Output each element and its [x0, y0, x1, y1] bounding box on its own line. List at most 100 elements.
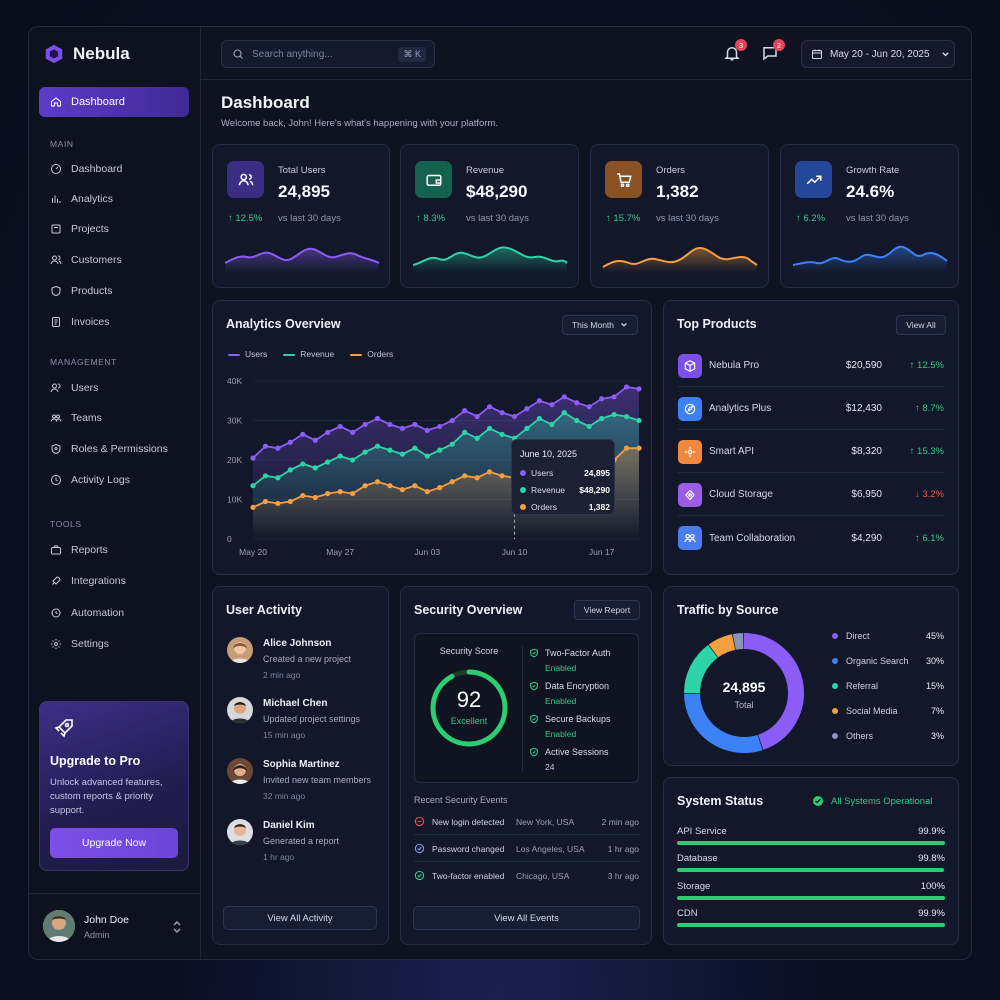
data-point-users: [362, 421, 368, 428]
chart-tooltip: June 10, 2025 Users 24,895 Revenue $48,290…: [511, 439, 615, 515]
sidebar-item-label: Roles & Permissions: [71, 443, 168, 455]
product-change: ↑ 6.1%: [914, 532, 944, 544]
sidebar-item-invoices[interactable]: Invoices: [50, 316, 110, 328]
view-all-activity-button[interactable]: View All Activity: [223, 906, 377, 930]
service-status-row: Database 99.8%: [677, 853, 945, 872]
security-check: Data Encryption Enabled: [529, 681, 609, 706]
sidebar-item-reports[interactable]: Reports: [50, 544, 108, 556]
donut-slice-referral: [684, 644, 718, 694]
view-all-products-button[interactable]: View All: [896, 315, 946, 335]
data-point-revenue: [287, 467, 293, 473]
data-point-orders: [412, 483, 418, 489]
sidebar-item-products[interactable]: Products: [50, 285, 112, 297]
traffic-donut-chart: [684, 633, 804, 753]
chevron-up-down-icon[interactable]: [172, 920, 182, 934]
home-icon: [51, 97, 61, 107]
sidebar-item-automation[interactable]: Automation: [50, 607, 124, 619]
sidebar-item-dashboard[interactable]: Dashboard: [50, 163, 122, 175]
check-shield-icon: [530, 714, 538, 724]
activity-time: 1 hr ago: [263, 852, 295, 862]
data-point-users: [586, 404, 592, 410]
activity-item[interactable]: Sophia Martinez Invited new team members…: [213, 756, 388, 806]
y-tick-label: 30K: [227, 416, 242, 426]
notifications-button[interactable]: 3: [720, 39, 747, 65]
data-point-orders: [486, 469, 493, 475]
donut-slice-social-media: [708, 634, 736, 658]
upgrade-now-button[interactable]: Upgrade Now: [50, 828, 178, 858]
sidebar-item-roles-permissions[interactable]: Roles & Permissions: [50, 443, 168, 455]
data-point-orders: [337, 489, 343, 495]
sidebar-item-users[interactable]: Users: [50, 382, 98, 394]
sidebar-item-analytics[interactable]: Analytics: [50, 193, 113, 205]
data-point-revenue: [424, 453, 430, 459]
sidebar-item-customers[interactable]: Customers: [50, 254, 122, 266]
legend-orders[interactable]: Orders: [350, 349, 393, 359]
product-row[interactable]: Smart API $8,320 ↑ 15.3%: [678, 431, 944, 473]
data-point-revenue: [449, 441, 455, 447]
sidebar-item-label: Activity Logs: [71, 474, 130, 486]
activity-user-name: Alice Johnson: [263, 638, 332, 649]
check-circle-icon: [813, 796, 823, 806]
security-event-row[interactable]: New login detected New York, USA 2 min a…: [414, 809, 639, 835]
data-point-orders: [362, 483, 368, 489]
activity-item[interactable]: Daniel Kim Generated a report 1 hr ago: [213, 817, 388, 867]
product-row[interactable]: Cloud Storage $6,950 ↓ 3.2%: [678, 474, 944, 516]
alert-icon: [414, 816, 425, 827]
product-name: Team Collaboration: [709, 532, 796, 544]
stat-change: ↑ 15.7%: [606, 213, 641, 224]
data-point-revenue: [374, 443, 381, 449]
activity-user-name: Daniel Kim: [263, 820, 315, 831]
product-price: $6,950: [851, 489, 882, 500]
data-point-revenue: [462, 429, 468, 435]
stat-label: Total Users: [278, 165, 326, 176]
x-tick-label: May 27: [326, 547, 354, 557]
sidebar-item-dashboard-active[interactable]: Dashboard: [39, 87, 189, 117]
legend-revenue[interactable]: Revenue: [283, 349, 334, 359]
search-input[interactable]: Search anything... ⌘ K: [221, 40, 435, 68]
sidebar-item-integrations[interactable]: Integrations: [50, 575, 126, 587]
view-all-events-button[interactable]: View All Events: [413, 906, 640, 930]
messages-button[interactable]: 2: [758, 39, 785, 65]
traffic-legend-direct: Direct 45%: [832, 631, 944, 641]
product-row[interactable]: Nebula Pro $20,590 ↑ 12.5%: [678, 345, 944, 387]
security-check: Two-Factor Auth Enabled: [529, 648, 611, 673]
security-event-row[interactable]: Password changed Los Angeles, USA 1 hr a…: [414, 836, 639, 862]
sidebar-item-teams[interactable]: Teams: [50, 412, 102, 424]
data-point-revenue: [474, 435, 480, 441]
stat-change: ↑ 12.5%: [228, 213, 263, 224]
data-point-users: [599, 396, 605, 402]
data-point-orders: [499, 473, 505, 479]
traffic-legend-others: Others 3%: [832, 731, 944, 741]
activity-item[interactable]: Michael Chen Updated project settings 15…: [213, 695, 388, 745]
security-event-row[interactable]: Two-factor enabled Chicago, USA 3 hr ago: [414, 863, 639, 889]
view-report-button[interactable]: View Report: [574, 600, 640, 620]
data-point-revenue: [250, 483, 256, 489]
data-point-users: [424, 427, 430, 433]
sidebar-item-activity-logs[interactable]: Activity Logs: [50, 474, 130, 486]
period-select[interactable]: This Month: [562, 315, 638, 335]
tooltip-revenue: Revenue $48,290: [520, 485, 610, 495]
bell-icon: [724, 47, 740, 61]
data-point-orders: [287, 498, 293, 505]
shield-icon: [51, 285, 61, 297]
messages-badge: 2: [773, 39, 785, 51]
stat-value: 24.6%: [846, 182, 895, 201]
legend-users[interactable]: Users: [228, 349, 267, 359]
data-point-users: [623, 384, 630, 390]
date-range-picker[interactable]: May 20 - Jun 20, 2025: [801, 40, 955, 68]
security-overview-card: Security Overview View Report Security S…: [400, 586, 652, 945]
security-score-label: Security Score: [439, 646, 499, 656]
activity-time: 32 min ago: [263, 791, 306, 801]
activity-item[interactable]: Alice Johnson Created a new project 2 mi…: [213, 635, 388, 685]
product-row[interactable]: Team Collaboration $4,290 ↑ 6.1%: [678, 517, 944, 559]
sidebar-item-settings[interactable]: Settings: [50, 638, 109, 650]
data-point-orders: [374, 479, 381, 485]
data-point-orders: [262, 498, 269, 505]
data-point-revenue: [387, 447, 393, 453]
product-row[interactable]: Analytics Plus $12,430 ↑ 8.7%: [678, 388, 944, 430]
sidebar-item-label: Users: [71, 382, 99, 394]
user-profile[interactable]: John Doe Admin: [29, 893, 201, 959]
brand-logo[interactable]: Nebula: [43, 43, 130, 65]
page-subtitle: Welcome back, John! Here's what's happen…: [221, 118, 498, 129]
sidebar-item-projects[interactable]: Projects: [50, 223, 109, 235]
